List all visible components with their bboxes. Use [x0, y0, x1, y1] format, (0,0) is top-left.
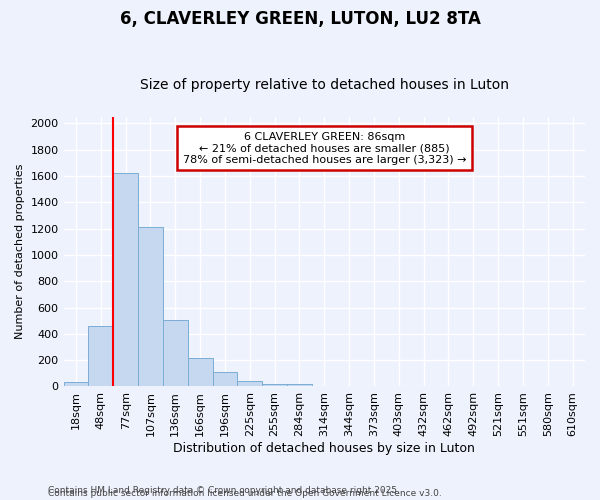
- Y-axis label: Number of detached properties: Number of detached properties: [15, 164, 25, 340]
- X-axis label: Distribution of detached houses by size in Luton: Distribution of detached houses by size …: [173, 442, 475, 455]
- Title: Size of property relative to detached houses in Luton: Size of property relative to detached ho…: [140, 78, 509, 92]
- Bar: [163, 320, 188, 386]
- Bar: [287, 384, 312, 386]
- Text: 6 CLAVERLEY GREEN: 86sqm
← 21% of detached houses are smaller (885)
78% of semi-: 6 CLAVERLEY GREEN: 86sqm ← 21% of detach…: [182, 132, 466, 165]
- Bar: [88, 326, 113, 386]
- Bar: [262, 384, 287, 386]
- Bar: [113, 174, 138, 386]
- Text: 6, CLAVERLEY GREEN, LUTON, LU2 8TA: 6, CLAVERLEY GREEN, LUTON, LU2 8TA: [119, 10, 481, 28]
- Text: Contains public sector information licensed under the Open Government Licence v3: Contains public sector information licen…: [48, 488, 442, 498]
- Bar: [138, 228, 163, 386]
- Bar: [64, 382, 88, 386]
- Bar: [188, 358, 212, 386]
- Bar: [212, 372, 238, 386]
- Text: Contains HM Land Registry data © Crown copyright and database right 2025.: Contains HM Land Registry data © Crown c…: [48, 486, 400, 495]
- Bar: [238, 380, 262, 386]
